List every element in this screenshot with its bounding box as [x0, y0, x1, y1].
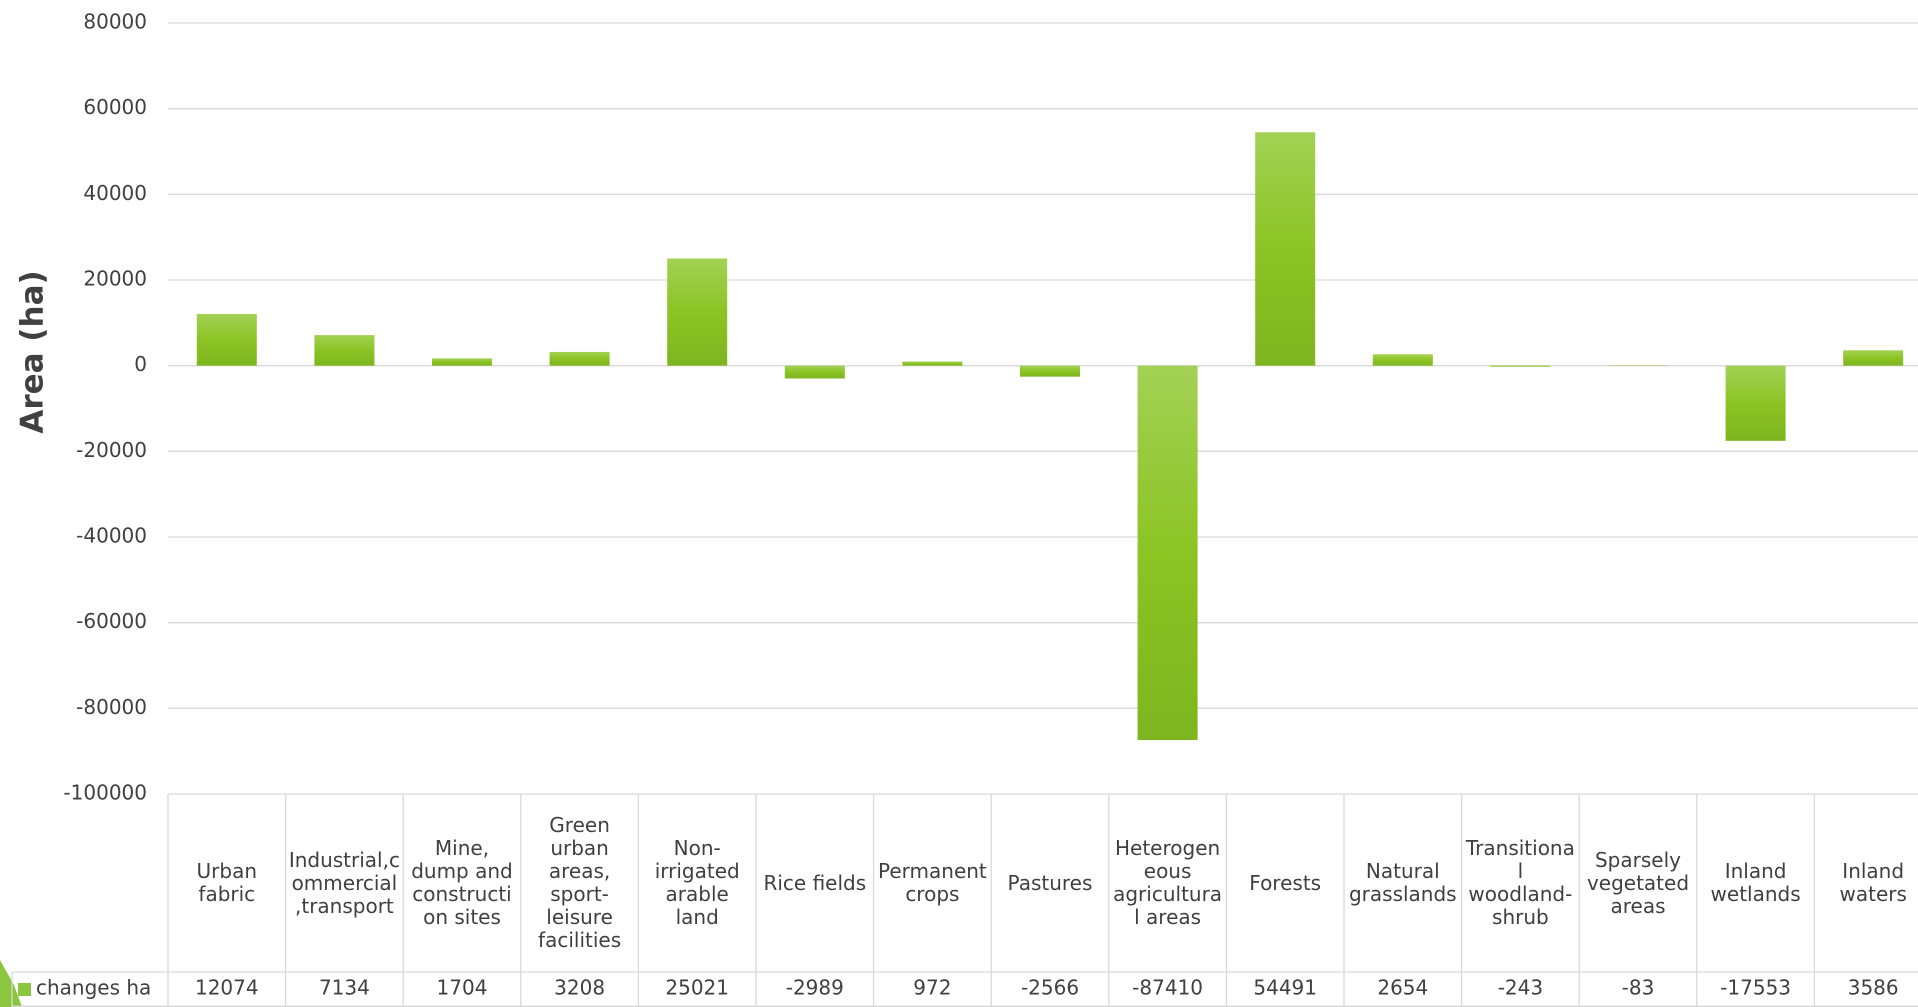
y-tick-label: -80000	[76, 695, 147, 719]
y-axis-label: Area (ha)	[15, 270, 51, 433]
y-tick-label: 80000	[83, 10, 147, 34]
x-tick-label-box: Rice fields	[763, 870, 867, 895]
table-value: 1704	[437, 976, 488, 1000]
x-tick-label-box: Inland wetlands	[1710, 859, 1801, 906]
x-tick-label-box: Transitional woodland-shrub	[1465, 836, 1575, 929]
y-tick-label: 40000	[83, 181, 147, 205]
table-value: -2566	[1021, 976, 1079, 1000]
table-value: 2654	[1377, 976, 1428, 1000]
x-tick-label: Natural grasslands	[1348, 859, 1457, 906]
legend-label: changes ha	[36, 976, 151, 1000]
x-tick-label: Permanent crops	[878, 859, 987, 906]
x-tick-label: Urban fabric	[196, 859, 258, 906]
x-tick-label: Inland wetlands	[1710, 859, 1801, 906]
x-tick-label-box: Non-irrigated arable land	[654, 836, 740, 929]
bar	[549, 351, 610, 366]
x-tick-label: Rice fields	[763, 870, 867, 895]
y-tick-label: -40000	[76, 524, 147, 548]
table-value: 7134	[319, 976, 370, 1000]
table-value: 54491	[1253, 976, 1317, 1000]
bar	[902, 361, 963, 366]
x-tick-label: Inland waters	[1839, 859, 1907, 906]
table-value: 3586	[1848, 976, 1899, 1000]
y-tick-label: -60000	[76, 609, 147, 633]
x-tick-label-box: Permanent crops	[878, 859, 987, 906]
table-value: -87410	[1132, 976, 1203, 1000]
x-tick-label: Pastures	[1007, 870, 1093, 895]
x-tick-label: Forests	[1249, 870, 1322, 895]
y-tick-label: 20000	[83, 267, 147, 291]
x-tick-label-box: Industrial,commercial,transport	[288, 847, 400, 918]
bar	[432, 358, 492, 366]
table-value: -83	[1622, 976, 1655, 1000]
x-tick-label-box: Forests	[1249, 870, 1322, 895]
y-tick-label: 60000	[83, 95, 147, 119]
x-tick-label-box: Inland waters	[1839, 859, 1907, 906]
x-tick-label-box: Natural grasslands	[1348, 859, 1457, 906]
bar	[1255, 132, 1316, 366]
bar	[1843, 350, 1904, 366]
x-tick-label: Non-irrigated arable land	[654, 836, 740, 929]
table-value: -2989	[786, 976, 844, 1000]
table-value: 25021	[665, 976, 729, 1000]
y-tick-label: -100000	[63, 781, 147, 805]
bar	[1020, 365, 1080, 377]
bar	[667, 258, 728, 366]
x-tick-label: Sparsely vegetated areas	[1586, 847, 1690, 918]
y-tick-label: -20000	[76, 438, 147, 462]
legend-swatch	[18, 983, 31, 996]
bar	[1372, 354, 1433, 366]
bar	[1725, 365, 1786, 441]
x-tick-label: Mine, dump and construction sites	[411, 836, 513, 929]
table-value: -17553	[1720, 976, 1791, 1000]
bar	[784, 365, 845, 379]
bar	[1137, 365, 1198, 741]
x-tick-label: Green urban areas, sport-leisure facilit…	[538, 813, 622, 952]
x-tick-label: Industrial,commercial,transport	[288, 847, 400, 918]
table-value: 12074	[195, 976, 259, 1000]
bar	[314, 335, 375, 366]
table-value: 3208	[554, 976, 605, 1000]
y-tick-label: 0	[134, 352, 147, 376]
x-tick-label-box: Heterogeneous agricultural areas	[1113, 836, 1223, 929]
x-tick-label-box: Urban fabric	[196, 859, 258, 906]
x-tick-label-box: Sparsely vegetated areas	[1586, 847, 1690, 918]
decor	[0, 960, 22, 1007]
x-tick-label: Transitional woodland-shrub	[1465, 836, 1575, 929]
x-tick-label-box: Pastures	[1007, 870, 1093, 895]
bar	[196, 313, 257, 366]
x-tick-label-box: Green urban areas, sport-leisure facilit…	[538, 813, 622, 952]
table-value: 972	[913, 976, 951, 1000]
bar	[1490, 365, 1551, 367]
table-value: -243	[1498, 976, 1543, 1000]
x-tick-label: Heterogeneous agricultural areas	[1113, 836, 1223, 929]
x-tick-label-box: Mine, dump and construction sites	[411, 836, 513, 929]
